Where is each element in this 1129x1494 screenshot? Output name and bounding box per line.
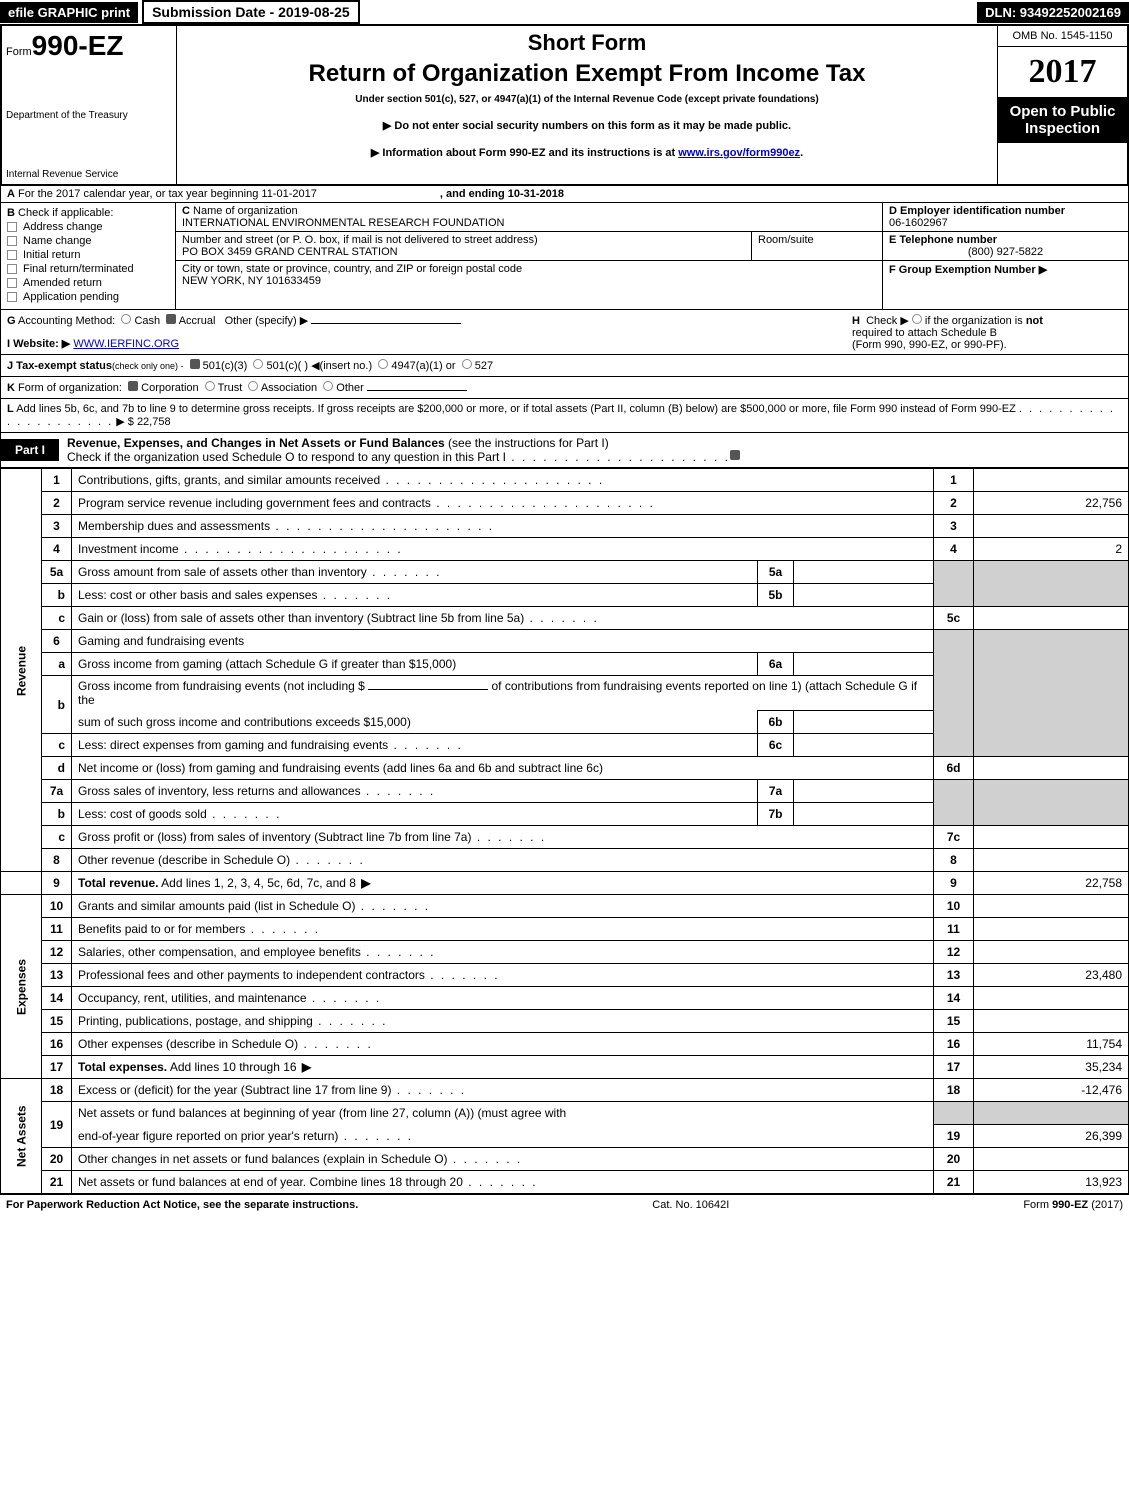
check-assoc[interactable] xyxy=(248,381,258,391)
section-a-row: A For the 2017 calendar year, or tax yea… xyxy=(1,186,1128,203)
line6c-value xyxy=(794,734,934,757)
line2-value: 22,756 xyxy=(974,492,1129,515)
form-prefix: Form xyxy=(6,46,32,58)
check-527[interactable] xyxy=(462,359,472,369)
line11-value xyxy=(974,918,1129,941)
line1-value xyxy=(974,469,1129,492)
line9-value: 22,758 xyxy=(974,872,1129,895)
efile-print-label: efile GRAPHIC print xyxy=(0,2,138,23)
gross-receipts-value: ▶ $ 22,758 xyxy=(116,416,170,428)
label-a: A xyxy=(7,188,15,200)
ein-value: 06-1602967 xyxy=(889,217,948,229)
section-c: C Name of organization INTERNATIONAL ENV… xyxy=(176,203,883,309)
section-j: J Tax-exempt status(check only one) - 50… xyxy=(0,355,1129,377)
do-not-enter: ▶ Do not enter social security numbers o… xyxy=(181,119,993,132)
line6a-value xyxy=(794,653,934,676)
return-title: Return of Organization Exempt From Incom… xyxy=(181,60,993,88)
checkbox-application-pending[interactable] xyxy=(7,292,17,302)
form-number: 990-EZ xyxy=(32,30,124,61)
irs-label: Internal Revenue Service xyxy=(6,169,172,180)
sidebar-revenue: Revenue xyxy=(1,469,42,872)
line21-value: 13,923 xyxy=(974,1171,1129,1194)
line10-value xyxy=(974,895,1129,918)
line8-value xyxy=(974,849,1129,872)
line12-value xyxy=(974,941,1129,964)
form-header: Form990-EZ Department of the Treasury In… xyxy=(0,26,1129,186)
line18-value: -12,476 xyxy=(974,1079,1129,1102)
sidebar-expenses: Expenses xyxy=(1,895,42,1079)
check-other[interactable] xyxy=(323,381,333,391)
topbar: efile GRAPHIC print Submission Date - 20… xyxy=(0,0,1129,26)
line6b-value xyxy=(794,711,934,734)
website-link[interactable]: WWW.IERFINC.ORG xyxy=(73,338,179,350)
part1-header: Part I Revenue, Expenses, and Changes in… xyxy=(0,433,1129,468)
line19-value: 26,399 xyxy=(974,1125,1129,1148)
line5b-value xyxy=(794,584,934,607)
part1-table: Revenue 1 Contributions, gifts, grants, … xyxy=(0,468,1129,1194)
check-4947[interactable] xyxy=(378,359,388,369)
part1-label: Part I xyxy=(1,439,59,461)
check-schedule-o[interactable] xyxy=(730,450,740,460)
line20-value xyxy=(974,1148,1129,1171)
section-l: L Add lines 5b, 6c, and 7b to line 9 to … xyxy=(0,399,1129,433)
line7b-value xyxy=(794,803,934,826)
line3-value xyxy=(974,515,1129,538)
section-b: B Check if applicable: Address change Na… xyxy=(1,203,176,309)
dln-number: DLN: 93492252002169 xyxy=(977,2,1129,23)
header-center: Short Form Return of Organization Exempt… xyxy=(177,26,997,184)
radio-cash[interactable] xyxy=(121,314,131,324)
tax-year: 2017 xyxy=(998,47,1127,97)
org-name: INTERNATIONAL ENVIRONMENTAL RESEARCH FOU… xyxy=(182,217,505,229)
line7a-value xyxy=(794,780,934,803)
org-street: PO BOX 3459 GRAND CENTRAL STATION xyxy=(182,246,398,258)
section-ghi: G Accounting Method: Cash Accrual Other … xyxy=(0,310,1129,355)
info-about: ▶ Information about Form 990-EZ and its … xyxy=(181,146,993,159)
submission-date: Submission Date - 2019-08-25 xyxy=(142,0,360,24)
line5c-value xyxy=(974,607,1129,630)
line17-value: 35,234 xyxy=(974,1056,1129,1079)
dept-treasury: Department of the Treasury xyxy=(6,110,172,121)
checkbox-name-change[interactable] xyxy=(7,236,17,246)
label-b: B xyxy=(7,207,15,219)
line14-value xyxy=(974,987,1129,1010)
checkbox-address-change[interactable] xyxy=(7,222,17,232)
checkbox-initial-return[interactable] xyxy=(7,250,17,260)
check-501c[interactable] xyxy=(253,359,263,369)
check-501c3[interactable] xyxy=(190,359,200,369)
paperwork-notice: For Paperwork Reduction Act Notice, see … xyxy=(6,1199,358,1211)
section-def: D Employer identification number 06-1602… xyxy=(883,203,1128,309)
header-right: OMB No. 1545-1150 2017 Open to Public In… xyxy=(997,26,1127,184)
open-to-public: Open to Public Inspection xyxy=(998,97,1127,143)
line5a-value xyxy=(794,561,934,584)
line4-value: 2 xyxy=(974,538,1129,561)
checkbox-amended-return[interactable] xyxy=(7,278,17,288)
line16-value: 11,754 xyxy=(974,1033,1129,1056)
radio-accrual-checked[interactable] xyxy=(166,314,176,324)
sidebar-netassets: Net Assets xyxy=(1,1079,42,1194)
telephone-value: (800) 927-5822 xyxy=(889,246,1122,258)
line6d-value xyxy=(974,757,1129,780)
checkbox-h[interactable] xyxy=(912,314,922,324)
short-form-title: Short Form xyxy=(181,30,993,56)
line13-value: 23,480 xyxy=(974,964,1129,987)
catalog-number: Cat. No. 10642I xyxy=(652,1199,729,1211)
page-footer: For Paperwork Reduction Act Notice, see … xyxy=(0,1194,1129,1215)
header-left: Form990-EZ Department of the Treasury In… xyxy=(2,26,177,184)
omb-number: OMB No. 1545-1150 xyxy=(998,26,1127,47)
under-section: Under section 501(c), 527, or 4947(a)(1)… xyxy=(181,94,993,105)
check-trust[interactable] xyxy=(205,381,215,391)
checkbox-final-return[interactable] xyxy=(7,264,17,274)
section-k: K Form of organization: Corporation Trus… xyxy=(0,377,1129,399)
line15-value xyxy=(974,1010,1129,1033)
form990ez-link[interactable]: www.irs.gov/form990ez xyxy=(678,147,800,159)
line7c-value xyxy=(974,826,1129,849)
room-suite: Room/suite xyxy=(752,232,882,260)
check-corp[interactable] xyxy=(128,381,138,391)
org-city: NEW YORK, NY 101633459 xyxy=(182,275,321,287)
